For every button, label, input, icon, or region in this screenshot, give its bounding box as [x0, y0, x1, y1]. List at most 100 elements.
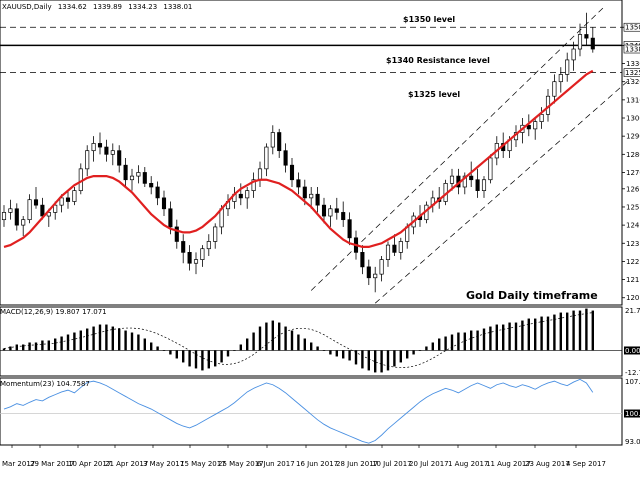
candle-body — [168, 208, 173, 228]
close-value: 1338.01 — [163, 3, 193, 11]
macd-bar — [246, 338, 249, 351]
price-tick-label: 1290 — [626, 133, 640, 141]
candle-body — [315, 193, 320, 206]
macd-panel-frame — [0, 306, 623, 377]
price-box — [623, 44, 640, 54]
macd-bar — [374, 350, 377, 373]
macd-tick-label: 0.00 — [625, 347, 640, 355]
macd-bar — [201, 350, 204, 371]
macd-bar — [585, 308, 588, 351]
momentum-tick-label: 93.00 — [625, 438, 640, 446]
macd-bar — [98, 324, 102, 351]
price-tick-label: 1300 — [626, 115, 640, 123]
macd-bar — [22, 344, 25, 351]
time-tick-label: 23 Aug 2017 — [525, 460, 570, 468]
candle-body — [373, 273, 378, 279]
axes: 1350134013301320131013001290128012701261… — [2, 22, 640, 468]
macd-bar — [169, 350, 172, 355]
macd-bar — [553, 314, 556, 351]
candle-body — [46, 212, 51, 217]
candle-body — [571, 48, 576, 61]
macd-bar — [54, 338, 57, 351]
macd-bar — [559, 312, 562, 351]
macd-bar — [514, 322, 518, 351]
macd-bar — [92, 326, 95, 351]
macd-bar — [271, 320, 274, 351]
macd-bar — [2, 348, 6, 351]
candle-body — [533, 121, 538, 130]
candle-body — [129, 175, 135, 181]
candle-body — [174, 226, 179, 242]
price-tick-label: 1270 — [626, 169, 640, 177]
macd-bar — [303, 338, 306, 351]
macd-bar — [534, 318, 537, 351]
macd-bar — [438, 338, 441, 351]
symbol-label: XAUUSD,Daily — [2, 3, 52, 11]
macd-bar — [329, 350, 332, 355]
candle-body — [155, 186, 160, 199]
macd-bar — [342, 350, 345, 359]
price-tick-label: 1280 — [626, 151, 640, 159]
candle-body — [85, 150, 90, 170]
candle-body — [40, 204, 45, 217]
level-1325-label: $1325 level — [408, 90, 461, 99]
candle-body — [161, 197, 167, 210]
macd-bar — [463, 332, 466, 351]
macd-bar — [182, 350, 185, 363]
macd-bar — [418, 350, 422, 351]
price-tick-label: 1320 — [626, 78, 640, 86]
macd-bar — [111, 326, 114, 351]
price-box-label: 1350 — [625, 24, 640, 32]
candle-body — [238, 193, 243, 199]
candle-body — [334, 208, 339, 213]
time-tick-label: 20 Jul 2017 — [409, 460, 449, 468]
macd-bar — [527, 318, 530, 351]
candle-body — [552, 81, 557, 97]
main-panel — [0, 5, 632, 304]
candle-body — [264, 146, 269, 170]
candle-body — [149, 183, 154, 188]
macd-bar — [450, 334, 454, 351]
price-box — [623, 68, 640, 77]
candle-body — [59, 197, 64, 206]
candle-body — [309, 193, 314, 199]
macd-bar — [124, 330, 127, 351]
macd-bar — [310, 342, 313, 351]
candle-body — [136, 172, 141, 177]
candle-body — [302, 186, 307, 199]
macd-bar — [290, 330, 294, 351]
candle-body — [53, 204, 58, 213]
candle-body — [283, 150, 288, 166]
macd-bar — [130, 332, 134, 351]
macd-bar — [284, 326, 287, 351]
candle-body — [392, 244, 397, 253]
time-tick-label: 29 Mar 2017 — [30, 460, 74, 468]
momentum-tick-label: 100.0 — [625, 410, 640, 418]
candle-body — [565, 59, 570, 75]
macd-bar — [220, 350, 223, 363]
macd-zero-box — [624, 346, 640, 355]
macd-bar — [540, 316, 543, 351]
time-tick-label: 1 Aug 2017 — [448, 460, 488, 468]
time-tick-label: 3 May 2017 — [143, 460, 184, 468]
candle-body — [123, 164, 128, 181]
main-panel-frame — [0, 0, 623, 306]
macd-bar — [175, 350, 178, 359]
candle-body — [270, 132, 275, 148]
momentum-line — [3, 378, 594, 444]
channel-upper-line — [310, 5, 606, 291]
price-box — [623, 22, 640, 32]
candle-body — [488, 157, 493, 181]
macd-bar — [156, 346, 159, 351]
macd-bar — [521, 320, 524, 351]
candle-body — [526, 124, 531, 130]
candle-body — [475, 179, 480, 191]
macd-bar — [591, 310, 594, 351]
time-tick-label: 28 Jun 2017 — [336, 460, 378, 468]
macd-bar — [207, 350, 210, 369]
